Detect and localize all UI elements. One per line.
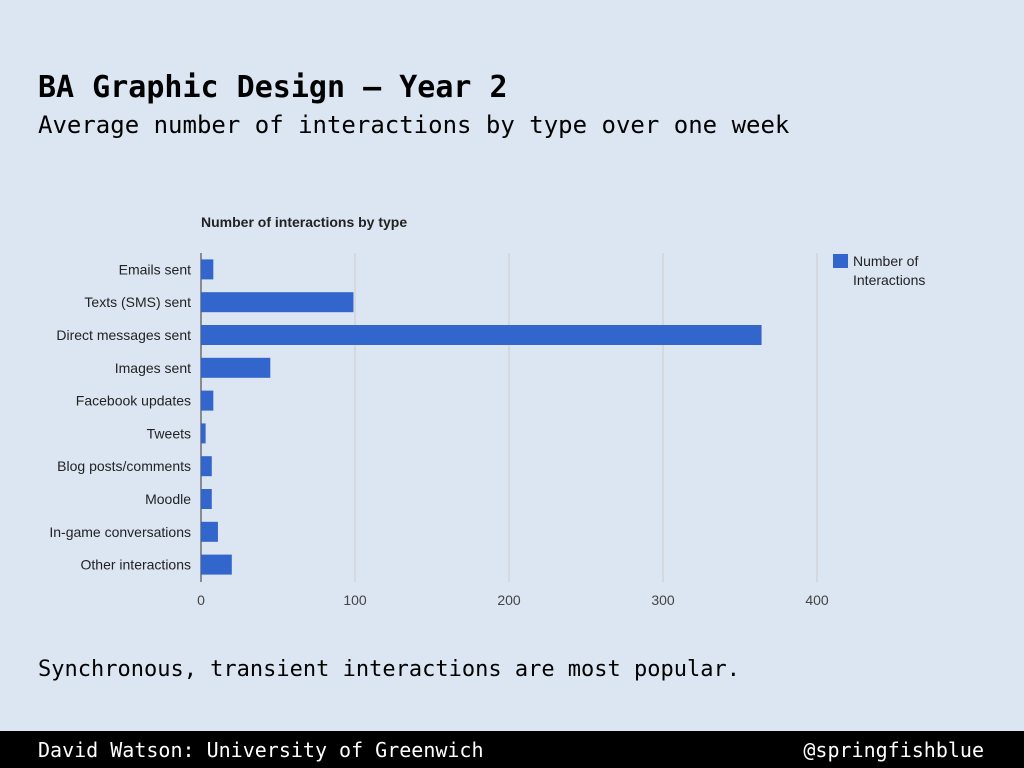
- x-tick-label: 400: [805, 592, 829, 608]
- category-label: Direct messages sent: [56, 327, 191, 343]
- category-label: Other interactions: [81, 557, 192, 573]
- legend-label: Number of Interactions: [853, 253, 925, 288]
- x-tick-label: 0: [197, 592, 205, 608]
- bar: [201, 554, 232, 575]
- bar: [201, 456, 212, 477]
- bar: [201, 259, 214, 280]
- category-labels: Emails sent Texts (SMS) sent Direct messag…: [49, 261, 191, 572]
- bar: [201, 423, 206, 444]
- bar: [201, 390, 214, 411]
- category-label: Facebook updates: [76, 393, 191, 409]
- chart-title: Number of interactions by type: [201, 214, 407, 230]
- bar: [201, 521, 218, 542]
- conclusion-text: Synchronous, transient interactions are …: [38, 657, 740, 682]
- bar-chart: Number of interactions by type Emails se…: [49, 214, 925, 608]
- category-label: In-game conversations: [49, 524, 191, 540]
- category-label: Moodle: [145, 491, 191, 507]
- bar: [201, 357, 271, 378]
- slide-subtitle: Average number of interactions by type o…: [38, 111, 790, 139]
- category-label: Blog posts/comments: [57, 458, 191, 474]
- bar: [201, 292, 354, 313]
- x-axis-ticks: 0 100 200 300 400: [197, 592, 829, 608]
- x-tick-label: 200: [497, 592, 521, 608]
- bars: [201, 259, 762, 575]
- chart-container: Number of interactions by type Emails se…: [30, 200, 990, 620]
- bar: [201, 325, 762, 345]
- slide-title: BA Graphic Design – Year 2: [38, 70, 508, 105]
- category-label: Texts (SMS) sent: [84, 294, 191, 310]
- bar: [201, 489, 212, 509]
- footer-author: David Watson: University of Greenwich: [38, 738, 484, 762]
- category-label: Images sent: [115, 360, 191, 376]
- category-label: Emails sent: [119, 261, 191, 277]
- legend: Number of Interactions: [833, 253, 925, 288]
- category-label: Tweets: [147, 425, 191, 441]
- x-tick-label: 100: [343, 592, 367, 608]
- legend-swatch: [833, 254, 848, 268]
- footer-handle: @springfishblue: [803, 738, 984, 762]
- x-tick-label: 300: [651, 592, 675, 608]
- footer-bar: David Watson: University of Greenwich @s…: [0, 731, 1024, 768]
